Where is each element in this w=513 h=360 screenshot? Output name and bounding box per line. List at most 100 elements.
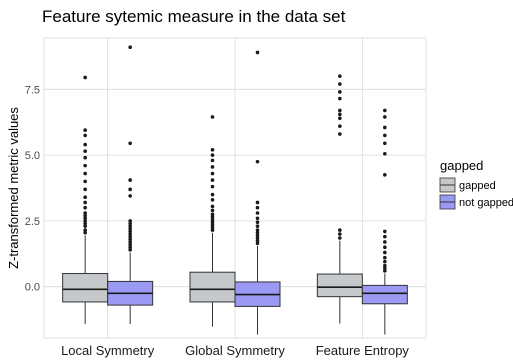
box-gapped xyxy=(189,115,236,327)
outlier-point xyxy=(83,195,87,200)
outlier-point xyxy=(83,219,87,223)
outlier-point xyxy=(210,223,215,227)
outlier-point xyxy=(83,205,87,210)
outlier-point xyxy=(383,263,387,268)
outlier-point xyxy=(255,230,260,235)
outlier-point xyxy=(83,216,87,221)
outlier-point xyxy=(338,236,342,240)
outlier-point xyxy=(210,148,215,152)
outlier-point xyxy=(383,259,387,264)
box-gapped xyxy=(62,75,109,325)
outlier-point xyxy=(210,158,215,163)
x-tick-label: Local Symmetry xyxy=(61,343,155,358)
box-iqr xyxy=(62,273,109,303)
outlier-point xyxy=(255,233,260,238)
outlier-point xyxy=(83,75,87,80)
box-iqr xyxy=(189,271,236,303)
outlier-point xyxy=(255,220,260,225)
outlier-point xyxy=(83,230,87,235)
legend-title: gapped xyxy=(440,158,483,173)
outlier-point xyxy=(210,192,215,197)
outlier-point xyxy=(83,213,87,218)
outlier-point xyxy=(383,141,387,146)
box-iqr xyxy=(361,284,408,305)
outlier-point xyxy=(210,208,215,213)
outlier-point xyxy=(255,238,260,243)
outlier-point xyxy=(383,245,387,250)
outlier-point xyxy=(128,245,132,250)
outlier-point xyxy=(128,248,132,252)
outlier-point xyxy=(128,178,132,182)
outlier-point xyxy=(338,228,342,232)
outlier-point xyxy=(128,240,132,244)
outlier-point xyxy=(338,112,342,117)
outlier-point xyxy=(383,234,387,239)
outlier-point xyxy=(338,74,342,78)
outlier-point xyxy=(210,165,215,169)
outlier-point xyxy=(210,184,215,189)
outlier-point xyxy=(210,153,215,157)
outlier-point xyxy=(210,220,215,225)
y-tick-label: 7.5 xyxy=(25,84,40,96)
outlier-point xyxy=(255,241,260,246)
outlier-point xyxy=(383,115,387,119)
outlier-point xyxy=(83,228,87,232)
outlier-point xyxy=(83,149,87,153)
outlier-point xyxy=(338,96,342,101)
outlier-point xyxy=(83,155,87,160)
outlier-point xyxy=(83,171,87,176)
chart-title: Feature sytemic measure in the data set xyxy=(42,7,346,26)
outlier-point xyxy=(383,266,387,271)
outlier-point xyxy=(128,234,132,239)
outlier-point xyxy=(210,198,215,202)
outlier-point xyxy=(255,236,260,240)
y-tick-label: 0.0 xyxy=(25,282,40,294)
x-tick-label: Global Symmetry xyxy=(185,343,285,358)
outlier-point xyxy=(383,125,387,130)
outlier-point xyxy=(255,224,260,228)
outlier-point xyxy=(128,187,132,192)
outlier-point xyxy=(210,115,215,119)
box-not-gapped xyxy=(107,45,154,325)
outlier-point xyxy=(383,133,387,138)
box-not-gapped xyxy=(361,108,408,335)
outlier-point xyxy=(128,226,132,231)
outlier-point xyxy=(383,173,387,177)
outlier-point xyxy=(83,163,87,168)
outlier-point xyxy=(128,221,132,226)
legend-label: gapped xyxy=(459,180,496,192)
outlier-point xyxy=(210,217,215,222)
outlier-point xyxy=(128,232,132,236)
outlier-point xyxy=(255,211,260,215)
box-iqr xyxy=(316,273,363,298)
outlier-point xyxy=(255,159,260,164)
outlier-point xyxy=(255,200,260,205)
outlier-point xyxy=(128,229,132,234)
outlier-point xyxy=(338,108,342,113)
outlier-point xyxy=(383,269,387,273)
outlier-point xyxy=(83,221,87,226)
outlier-point xyxy=(210,171,215,176)
outlier-point xyxy=(338,82,342,86)
y-tick-label: 2.5 xyxy=(25,216,40,228)
y-axis-label: Z-transformed metric values xyxy=(6,107,21,269)
outlier-point xyxy=(83,211,87,215)
legend-label: not gapped xyxy=(459,197,513,209)
axis-labels: 0.0 2.5 5.0 7.5 Local Symmetry Global Symmetr… xyxy=(25,84,410,358)
outlier-point xyxy=(255,216,260,221)
outlier-point xyxy=(383,151,387,156)
outlier-point xyxy=(338,132,342,136)
outlier-point xyxy=(255,228,260,232)
outlier-point xyxy=(210,225,215,230)
boxes-layer xyxy=(62,45,408,335)
outlier-point xyxy=(128,45,132,50)
outlier-point xyxy=(383,108,387,113)
outlier-point xyxy=(338,90,342,94)
legend: gapped gapped not gapped xyxy=(439,158,513,210)
outlier-point xyxy=(210,178,215,182)
outlier-point xyxy=(210,215,215,219)
box-gapped xyxy=(316,74,363,324)
outlier-point xyxy=(83,179,87,184)
outlier-point xyxy=(83,224,87,228)
